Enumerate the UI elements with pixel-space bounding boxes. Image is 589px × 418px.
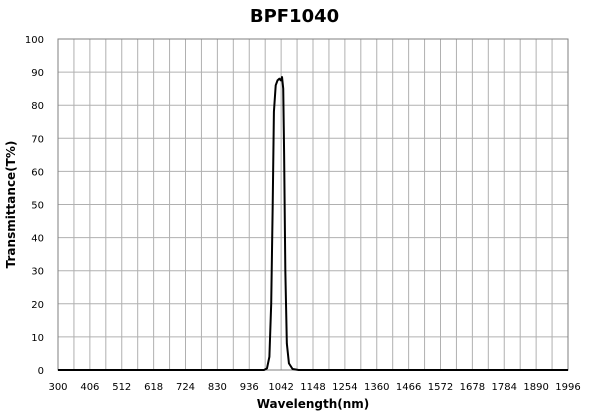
x-tick-label: 1254: [332, 382, 357, 393]
y-axis-label: Transmittance(T%): [4, 141, 18, 269]
y-tick-label: 50: [31, 201, 44, 212]
x-tick-label: 512: [112, 382, 131, 393]
x-tick-label: 830: [208, 382, 227, 393]
y-tick-label: 60: [31, 167, 44, 178]
y-tick-label: 0: [38, 366, 44, 377]
y-tick-label: 20: [31, 300, 44, 311]
x-tick-label: 1042: [268, 382, 293, 393]
x-tick-label: 1148: [300, 382, 325, 393]
y-tick-label: 100: [25, 35, 44, 46]
x-tick-labels: 300 406 512 618 724 830 936 1042 1148 1254 1360 146…: [48, 382, 580, 393]
grid: [57, 38, 569, 371]
x-axis-label: Wavelength(nm): [257, 397, 370, 411]
x-tick-label: 1996: [555, 382, 580, 393]
x-tick-label: 1360: [364, 382, 389, 393]
y-tick-label: 30: [31, 267, 44, 278]
y-tick-label: 70: [31, 134, 44, 145]
y-tick-label: 80: [31, 101, 44, 112]
x-tick-label: 300: [48, 382, 67, 393]
x-tick-label: 1572: [428, 382, 453, 393]
x-tick-label: 724: [176, 382, 195, 393]
series-line: [58, 76, 568, 371]
x-tick-label: 936: [240, 382, 259, 393]
y-tick-labels: 0 10 20 30 40 50 60 70 80 90 100: [25, 35, 44, 377]
y-tick-label: 90: [31, 68, 44, 79]
x-tick-label: 1678: [460, 382, 485, 393]
chart-title: BPF1040: [249, 6, 340, 27]
x-tick-label: 1466: [396, 382, 421, 393]
x-tick-label: 1784: [492, 382, 517, 393]
y-tick-label: 40: [31, 234, 44, 245]
y-tick-label: 10: [31, 333, 44, 344]
x-tick-label: 1890: [523, 382, 548, 393]
x-tick-label: 618: [144, 382, 163, 393]
x-tick-label: 406: [80, 382, 99, 393]
